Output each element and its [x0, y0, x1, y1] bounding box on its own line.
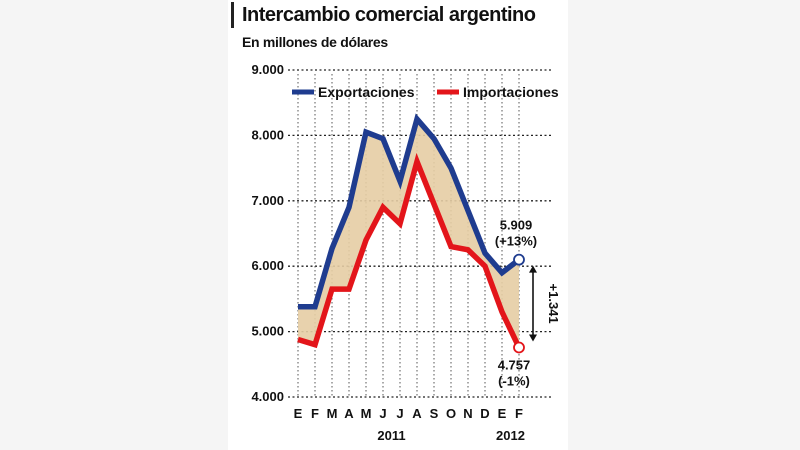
x-tick-label: N [463, 406, 472, 421]
annotation-import-change: (-1%) [498, 373, 530, 388]
arrow-up-icon [529, 265, 537, 273]
annotation-import-value: 4.757 [498, 357, 531, 372]
y-tick-label: 9.000 [251, 62, 284, 77]
left-margin [0, 0, 228, 450]
x-tick-label: M [361, 406, 372, 421]
x-tick-label: O [446, 406, 456, 421]
x-tick-label: D [480, 406, 489, 421]
series-line-importaciones [297, 152, 522, 349]
arrow-down-icon [529, 334, 537, 342]
endpoint-marker [513, 253, 525, 266]
x-tick-label: E [294, 406, 303, 421]
year-label: 2011 [377, 428, 405, 443]
y-tick-label: 7.000 [251, 193, 284, 208]
x-tick-label: J [379, 406, 386, 421]
y-tick-label: 4.000 [251, 389, 284, 404]
annotation-difference: +1.341 [546, 284, 561, 324]
endpoint-marker [513, 341, 525, 354]
right-margin [568, 0, 800, 450]
x-tick-label: F [515, 406, 523, 421]
annotation-export-value: 5.909 [500, 218, 533, 233]
title-rule [231, 2, 234, 28]
y-tick-label: 6.000 [251, 258, 284, 273]
y-tick-label: 5.000 [251, 324, 284, 339]
chart-title: Intercambio comercial argentino [242, 4, 536, 26]
series-line-exportaciones [298, 113, 521, 310]
x-tick-label: E [498, 406, 507, 421]
annotations: 5.909(+13%) 4.757(-1%) +1.341 [495, 218, 561, 389]
chart-subtitle: En millones de dólares [242, 34, 388, 50]
year-label: 2012 [496, 428, 525, 443]
x-tick-label: M [327, 406, 338, 421]
x-tick-label: J [396, 406, 403, 421]
x-tick-label: A [344, 406, 354, 421]
x-tick-label: S [430, 406, 439, 421]
x-tick-label: F [311, 406, 319, 421]
x-tick-label: A [412, 406, 422, 421]
y-tick-label: 8.000 [251, 127, 284, 142]
legend-label: Importaciones [463, 84, 559, 100]
legend-label: Exportaciones [318, 84, 415, 100]
series-layer [297, 113, 525, 354]
legend: Exportaciones Importaciones [292, 84, 559, 100]
annotation-export-change: (+13%) [495, 234, 537, 249]
